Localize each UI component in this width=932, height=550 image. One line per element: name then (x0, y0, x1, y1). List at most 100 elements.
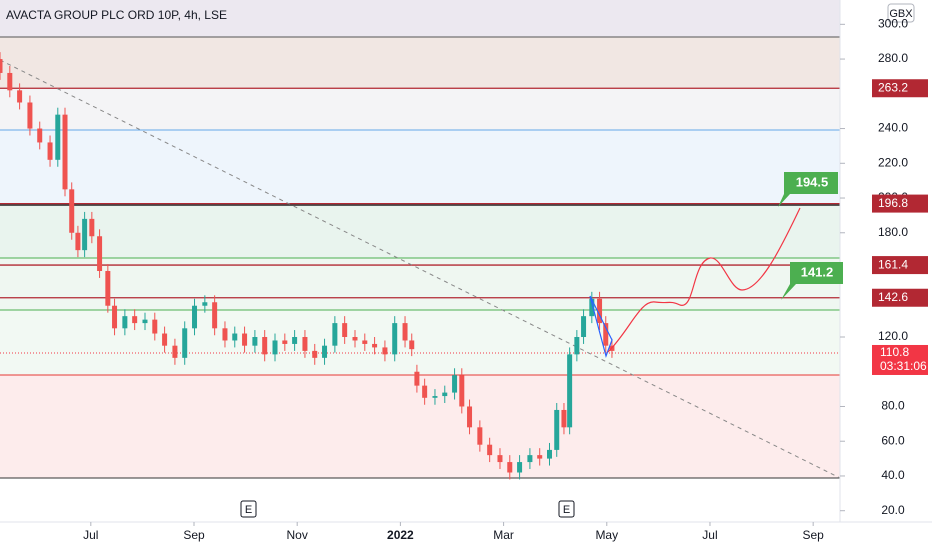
candle-body (362, 340, 368, 344)
y-tick-label: 60.0 (881, 433, 905, 447)
level-tag (872, 256, 928, 275)
candle-body (182, 328, 188, 358)
x-tick-label: Jul (83, 528, 98, 542)
earnings-box (240, 500, 257, 518)
candle-body (292, 336, 298, 344)
candle-body (497, 455, 503, 463)
candle-body (112, 305, 118, 329)
candle-body (122, 316, 128, 329)
bands (0, 0, 840, 479)
candle-body (527, 455, 533, 463)
candle-body (382, 347, 388, 355)
candle-body (414, 371, 420, 386)
y-tick-label: 180.0 (878, 225, 908, 239)
candle-body (467, 406, 473, 428)
y-tick-label: 20.0 (881, 503, 905, 517)
candle-body (547, 449, 553, 459)
levels (0, 87, 840, 354)
callout-text: 194.5 (796, 174, 829, 189)
band (0, 130, 840, 205)
candle-body (252, 336, 258, 346)
candle-body (27, 102, 33, 129)
candle-body (192, 305, 198, 329)
candle-body (272, 340, 278, 355)
candle-body (202, 302, 208, 306)
candle-body (282, 340, 288, 344)
band (0, 89, 840, 130)
candle-body (37, 128, 43, 143)
candle-body (574, 336, 580, 355)
candle-body (142, 319, 148, 324)
y-tick-label: 240.0 (878, 121, 908, 135)
candle-body (312, 350, 318, 358)
projection-path (607, 207, 801, 353)
candle-body (452, 375, 458, 393)
last-price-tag (872, 344, 928, 375)
y-tick-label: 40.0 (881, 468, 905, 482)
level-label: 161.4 (878, 257, 908, 271)
candle-body (162, 333, 168, 346)
band (0, 37, 840, 89)
candle-body (409, 340, 415, 350)
x-tick-label: Sep (183, 528, 205, 542)
candle-body (242, 333, 248, 346)
band (0, 310, 840, 375)
candle-body (372, 343, 378, 348)
candle-body (332, 323, 338, 346)
candle-body (69, 189, 75, 233)
candle-body (342, 323, 348, 337)
candle-body (402, 323, 408, 341)
band (0, 205, 840, 258)
candle-body (75, 232, 81, 251)
y-tick-label: 280.0 (878, 51, 908, 65)
level-label: 263.2 (878, 80, 908, 94)
band (0, 0, 840, 37)
candle-body (537, 455, 543, 459)
candles (0, 52, 615, 480)
candle-body (0, 59, 3, 73)
chart-title: AVACTA GROUP PLC ORD 10P, 4h, LSE (6, 8, 227, 22)
candle-body (432, 396, 438, 398)
x-tick-label: Jul (702, 528, 717, 542)
last-price-label: 110.8 (880, 345, 909, 359)
currency: GBX (889, 8, 913, 20)
candle-body (603, 323, 609, 346)
candle-body (7, 72, 13, 91)
candle-body (262, 336, 268, 355)
band (0, 375, 840, 478)
candle-body (442, 392, 448, 397)
candle-body (561, 409, 567, 428)
annotation: 194.5 141.2 (778, 172, 843, 300)
x-tick-label: 2022 (387, 528, 414, 542)
candle-body (554, 409, 560, 450)
candle-body (477, 427, 483, 445)
candle-body (507, 462, 513, 473)
candle-body (392, 323, 398, 355)
candle-body (422, 385, 428, 398)
candle-body (62, 114, 68, 190)
y-tick-label: 220.0 (878, 155, 908, 169)
level-tag (872, 194, 928, 213)
candle-body (459, 375, 465, 407)
candle-body (47, 142, 53, 160)
level-tag (872, 79, 928, 98)
y-tick-label: 120.0 (878, 329, 908, 343)
candle-body (105, 270, 111, 306)
candle-body (152, 319, 158, 334)
callout-text: 141.2 (801, 264, 834, 279)
candle-body (487, 444, 493, 456)
candle-body (302, 336, 308, 351)
candle-body (89, 218, 95, 237)
candle-body (212, 302, 218, 329)
candle-body (232, 333, 238, 341)
candle-body (172, 345, 178, 358)
x-tick-label: Nov (287, 528, 308, 542)
candle-body (581, 316, 587, 337)
countdown-label: 03:31:06 (880, 359, 927, 373)
candle-body (132, 316, 138, 324)
candle-body (567, 354, 573, 428)
x-tick-label: Sep (802, 528, 824, 542)
y-tick-label: 80.0 (881, 399, 905, 413)
level-label: 196.8 (878, 196, 908, 210)
earnings-label: E (245, 504, 252, 516)
